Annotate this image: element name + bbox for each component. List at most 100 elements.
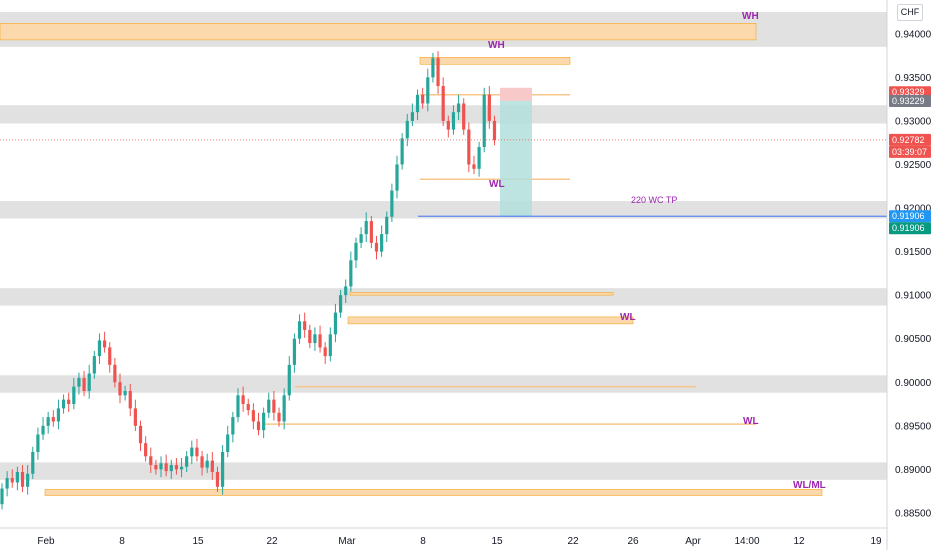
candle-body xyxy=(267,399,271,413)
candle-body xyxy=(395,164,399,191)
time-tick-label: 26 xyxy=(627,536,639,547)
candle-body xyxy=(462,103,466,130)
candle-body xyxy=(436,58,440,87)
candle-body xyxy=(5,478,9,489)
currency-badge[interactable]: CHF xyxy=(897,4,923,21)
candle-body xyxy=(154,465,158,470)
candle-body xyxy=(164,463,168,472)
candle-body xyxy=(323,347,327,357)
candle-body xyxy=(303,321,307,330)
candle-body xyxy=(51,417,55,422)
candle-body xyxy=(354,242,358,261)
candle-body xyxy=(138,425,143,444)
candle-body xyxy=(179,466,184,470)
price-tick-label: 0.93000 xyxy=(895,116,932,127)
price-tag-text: 0.91906 xyxy=(892,211,925,221)
price-tick-label: 0.88500 xyxy=(895,508,932,519)
candle-body xyxy=(210,460,214,472)
candle-body xyxy=(364,221,368,235)
candle-body xyxy=(133,408,137,426)
gray-zone xyxy=(0,375,887,393)
candle-body xyxy=(169,465,173,472)
candle-body xyxy=(205,460,209,468)
candle-body xyxy=(128,390,132,409)
price-tick-label: 0.92000 xyxy=(895,204,932,215)
time-tick-label: 22 xyxy=(567,536,579,547)
candle-body xyxy=(431,58,435,78)
time-tick-label: 22 xyxy=(266,536,278,547)
candle-body xyxy=(226,434,230,452)
candle-body xyxy=(472,164,476,169)
candle-body xyxy=(385,216,389,235)
price-tick-label: 0.94000 xyxy=(895,29,932,40)
time-tick-label: Mar xyxy=(338,536,356,547)
candle-body xyxy=(400,138,404,165)
candle-body xyxy=(10,478,14,483)
annotation-wl-ml: WL/ML xyxy=(793,480,826,491)
candle-body xyxy=(46,417,50,426)
candle-body xyxy=(297,321,302,339)
candle-body xyxy=(277,412,281,422)
position-layer xyxy=(500,87,532,217)
candle-body xyxy=(220,451,225,487)
orange-zone xyxy=(347,316,634,325)
price-tag-bg xyxy=(889,94,931,107)
candle-body xyxy=(236,395,240,418)
candle-body xyxy=(272,399,276,413)
price-tick-label: 0.92500 xyxy=(895,160,932,171)
candle-body xyxy=(72,386,76,405)
time-tick-label: 8 xyxy=(420,536,426,547)
candle-body xyxy=(446,120,450,130)
candle-body xyxy=(77,377,81,387)
time-tick-label: 15 xyxy=(491,536,503,547)
candle-body xyxy=(241,395,245,405)
price-tag-bg xyxy=(889,145,931,158)
candle-body xyxy=(318,334,322,348)
candle-body xyxy=(87,373,91,391)
candle-body xyxy=(215,471,220,487)
time-tick-label: 8 xyxy=(119,536,125,547)
candle-body xyxy=(441,86,445,121)
candle-body xyxy=(113,364,117,383)
annotation-wl-upper: WL xyxy=(489,179,505,190)
candle-body xyxy=(103,340,107,348)
candle-body xyxy=(56,408,61,422)
price-tag-bg xyxy=(889,133,931,146)
time-tick-label: 19 xyxy=(870,536,882,547)
price-tag-bg xyxy=(889,210,931,223)
candle-body xyxy=(185,456,189,467)
candle-body xyxy=(349,260,353,287)
time-axis[interactable]: Feb 8 15 22 Mar 8 15 22 26 Apr 14:00 12 19 xyxy=(37,536,882,547)
candle-body xyxy=(477,147,481,169)
candle-body xyxy=(144,443,148,457)
candle-body xyxy=(451,112,456,130)
price-axis[interactable]: 0.88500 0.89000 0.89500 0.90000 0.90500 0.910… xyxy=(895,29,932,519)
gray-zone xyxy=(0,288,887,306)
candle-body xyxy=(97,340,102,357)
candle-body xyxy=(159,463,163,470)
candle-body xyxy=(333,312,338,335)
annotation-wh-top: WH xyxy=(742,11,759,22)
candle-body xyxy=(405,120,409,139)
candle-body xyxy=(251,410,255,422)
candle-body xyxy=(174,465,179,470)
annotation-wh-peak: WH xyxy=(488,40,505,51)
take-profit-area xyxy=(500,100,532,217)
candle-body xyxy=(359,234,363,243)
time-tick-label: Feb xyxy=(37,536,55,547)
price-tag-text: 0.93229 xyxy=(892,96,925,106)
candle-body xyxy=(415,94,420,113)
candle-body xyxy=(108,347,112,365)
candle-body xyxy=(426,77,430,104)
candle-body xyxy=(61,399,66,409)
annotation-tp: 220 WC TP xyxy=(631,195,677,205)
candle-body xyxy=(31,451,35,474)
gray-zone xyxy=(0,462,887,480)
price-tag-bg xyxy=(889,222,931,235)
orange-zone xyxy=(0,23,757,41)
candle-body xyxy=(118,382,122,396)
price-tick-label: 0.89000 xyxy=(895,465,932,476)
candle-body xyxy=(421,94,425,104)
